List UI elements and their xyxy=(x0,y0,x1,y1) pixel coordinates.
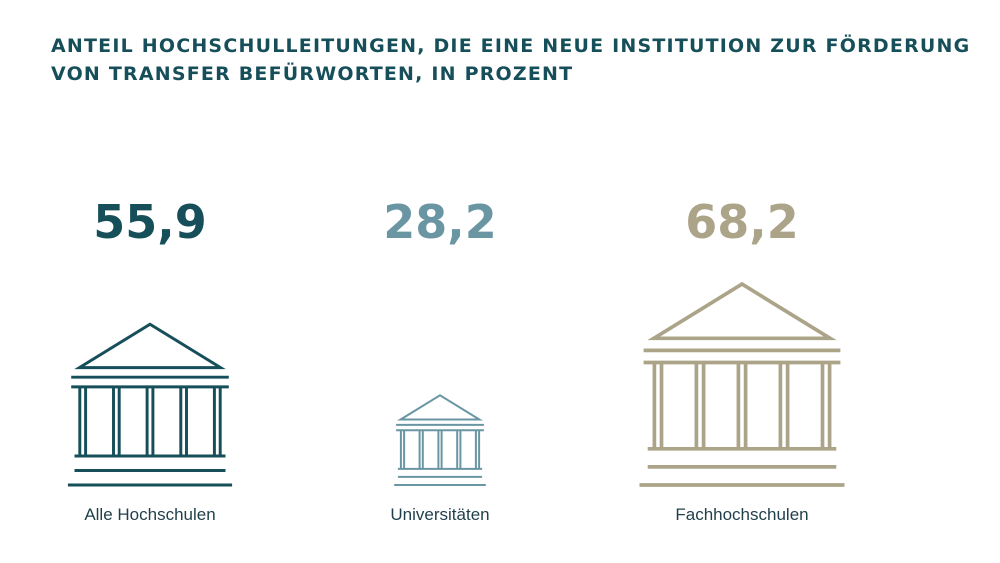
building-columns-icon-fachhochschulen xyxy=(639,281,845,487)
value-label-fachhochschulen: 68,2 xyxy=(685,195,799,249)
building-columns-icon-alle-hochschulen xyxy=(67,322,233,487)
chart-title-line-1: ANTEIL HOCHSCHULLEITUNGEN, DIE EINE NEUE… xyxy=(51,35,971,57)
category-label-fachhochschulen: Fachhochschulen xyxy=(675,505,809,524)
chart-title-line-2: VON TRANSFER BEFÜRWORTEN, IN PROZENT xyxy=(51,63,574,85)
value-label-alle-hochschulen: 55,9 xyxy=(93,195,207,249)
roof-fachhochschulen xyxy=(647,281,837,341)
roof-alle-hochschulen xyxy=(74,322,226,370)
value-label-universitaeten: 28,2 xyxy=(383,195,497,249)
roof-universitaeten xyxy=(397,394,483,421)
category-label-alle-hochschulen: Alle Hochschulen xyxy=(84,505,216,524)
category-label-universitaeten: Universitäten xyxy=(390,505,490,524)
building-columns-icon-universitaeten xyxy=(394,394,486,486)
